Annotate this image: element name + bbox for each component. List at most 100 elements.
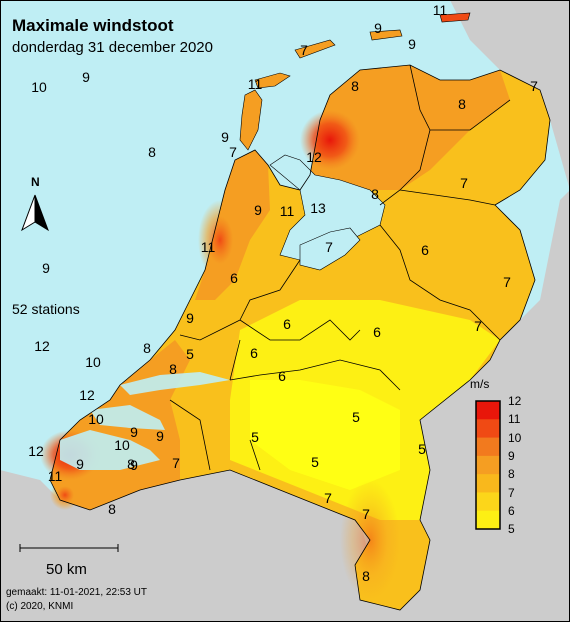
station-value: 5: [352, 409, 360, 425]
station-value: 10: [85, 354, 101, 370]
ameland: [369, 29, 403, 41]
station-value: 8: [169, 361, 177, 377]
station-value: 10: [88, 411, 104, 427]
station-value: 7: [362, 506, 370, 522]
station-value: 8: [143, 340, 151, 356]
station-value: 9: [130, 424, 138, 440]
texel: [239, 89, 263, 151]
station-value: 11: [200, 239, 216, 255]
neighbour-land-north: [450, 0, 570, 190]
schiermonnikoog: [439, 12, 471, 23]
legend-swatch: [476, 419, 500, 439]
zone-orange-north: [310, 65, 510, 190]
station-value: 9: [374, 20, 382, 36]
province-borders: [49, 64, 551, 611]
station-value: 9: [82, 69, 90, 85]
ijsselmeer: [269, 154, 386, 261]
station-value: 8: [127, 456, 135, 472]
station-value: 5: [251, 429, 259, 445]
station-value: 8: [351, 78, 359, 94]
station-value: 6: [283, 316, 291, 332]
station-value: 5: [186, 346, 194, 362]
legend-tick: 12: [508, 394, 522, 408]
station-value: 12: [306, 149, 322, 165]
station-value: 11: [279, 203, 295, 219]
nieuwe-waterweg: [120, 372, 230, 395]
station-value: 9: [221, 129, 229, 145]
station-value: 7: [229, 144, 237, 160]
map-subtitle: donderdag 31 december 2020: [12, 39, 213, 56]
station-value: 8: [458, 96, 466, 112]
terschelling: [294, 39, 336, 59]
legend-swatch: [476, 437, 500, 457]
station-value: 12: [28, 443, 44, 459]
station-value: 13: [310, 200, 326, 216]
markermeer: [299, 227, 361, 271]
station-value: 11: [247, 76, 263, 92]
hotspot-ijssel: [300, 110, 360, 170]
station-value: 5: [311, 454, 319, 470]
zone-yellow-core: [250, 380, 400, 490]
westerschelde: [60, 430, 160, 470]
station-value: 9: [254, 202, 262, 218]
scale-bar: [19, 544, 119, 552]
station-value: 9: [130, 457, 138, 473]
station-value: 10: [114, 437, 130, 453]
station-value: 7: [460, 175, 468, 191]
legend-swatch: [476, 492, 500, 512]
station-value: 6: [278, 368, 286, 384]
station-value: 7: [172, 455, 180, 471]
station-value: 8: [148, 144, 156, 160]
station-value: 9: [408, 36, 416, 52]
legend-tick: 7: [508, 486, 515, 500]
legend-colorbar: [475, 400, 501, 530]
map-title: Maximale windstoot: [12, 16, 174, 35]
legend-swatch: [476, 401, 500, 420]
oosterschelde: [90, 405, 165, 430]
legend-tick: 9: [508, 449, 515, 463]
station-value: 7: [530, 78, 538, 94]
station-value: 7: [325, 239, 333, 255]
made-timestamp: gemaakt: 11-01-2021, 22:53 UT: [6, 587, 148, 598]
station-value: 6: [230, 270, 238, 286]
station-value: 10: [31, 79, 47, 95]
station-value: 7: [324, 490, 332, 506]
station-value: 11: [47, 468, 63, 484]
legend-swatch: [476, 455, 500, 475]
station-value: 5: [418, 441, 426, 457]
station-value: 6: [250, 345, 258, 361]
station-value: 8: [108, 501, 116, 517]
north-arrow: [21, 194, 49, 232]
station-value: 7: [474, 318, 482, 334]
legend-tick: 10: [508, 431, 522, 445]
legend-tick: 8: [508, 467, 515, 481]
station-value: 9: [76, 456, 84, 472]
station-value: 9: [156, 428, 164, 444]
station-value: 12: [79, 387, 95, 403]
stations-count: 52 stations: [12, 301, 80, 317]
neighbour-land: [0, 190, 570, 622]
station-value: 6: [373, 324, 381, 340]
station-value: 7: [503, 274, 511, 290]
legend-tick: 6: [508, 504, 515, 518]
station-value: 8: [362, 568, 370, 584]
station-value: 12: [34, 338, 50, 354]
north-label: N: [31, 175, 40, 189]
station-value: 9: [42, 260, 50, 276]
station-value: 9: [186, 310, 194, 326]
legend-swatch: [476, 510, 500, 530]
vlieland: [254, 72, 291, 89]
hotspot-sw2: [50, 480, 80, 510]
legend-unit: m/s: [470, 377, 490, 391]
legend-swatch: [476, 474, 500, 493]
station-value: 11: [432, 2, 448, 18]
copyright: (c) 2020, KNMI: [6, 601, 74, 612]
station-value: 7: [300, 42, 308, 58]
scale-bar-label: 50 km: [46, 561, 87, 578]
station-value: 8: [371, 186, 379, 202]
legend-tick: 5: [508, 522, 515, 536]
legend-tick: 11: [508, 412, 521, 426]
hotspot-coast: [198, 200, 242, 280]
